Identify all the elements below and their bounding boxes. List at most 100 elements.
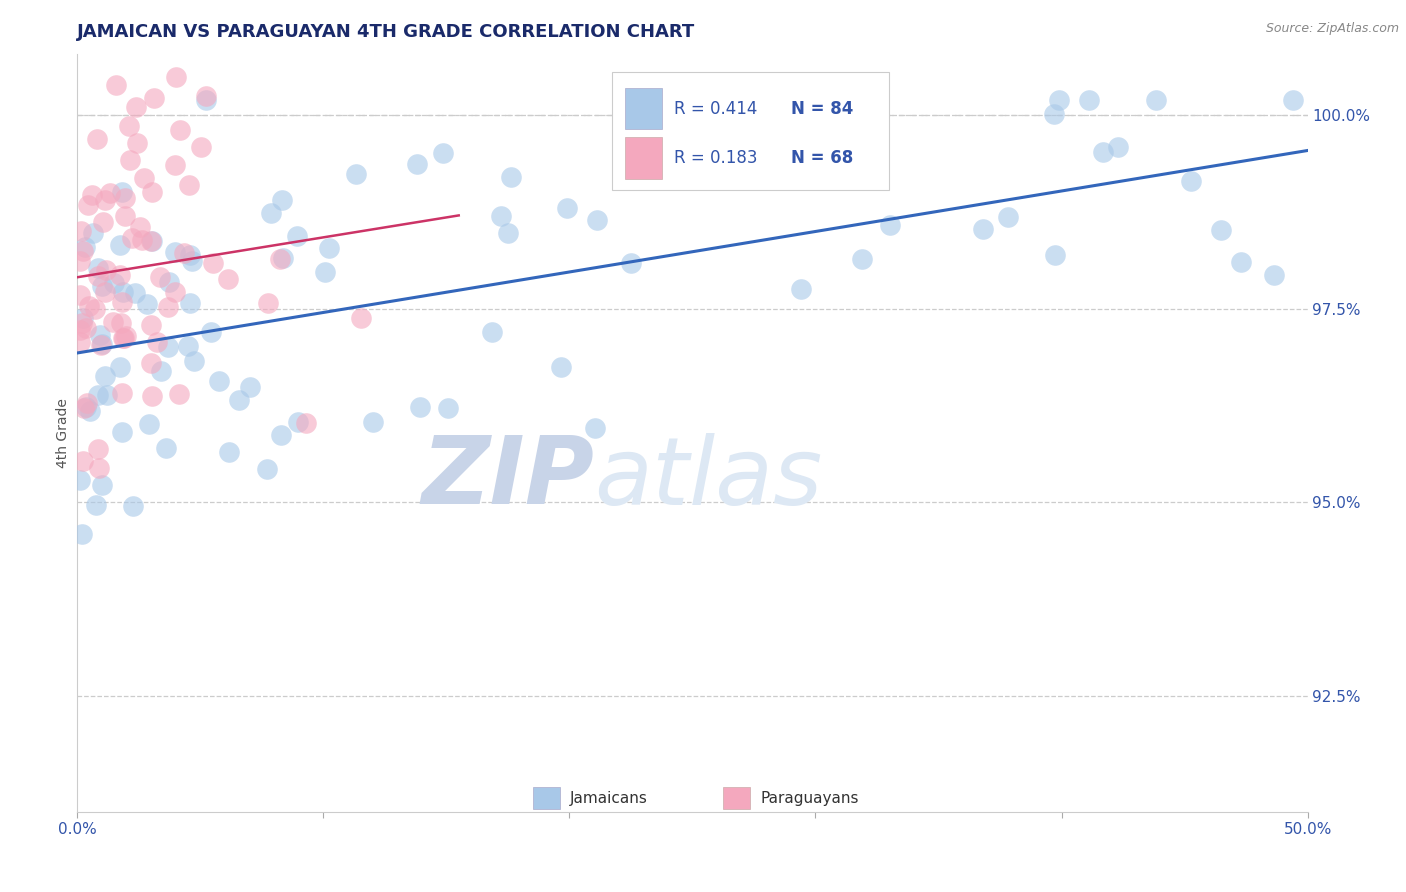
Point bbox=[163, 244, 186, 259]
Point bbox=[1047, 93, 1070, 107]
Point bbox=[406, 156, 429, 170]
Point bbox=[91, 279, 114, 293]
Point bbox=[489, 209, 512, 223]
Point bbox=[257, 296, 280, 310]
Point bbox=[1229, 255, 1251, 269]
Point bbox=[432, 146, 454, 161]
Point bbox=[997, 210, 1019, 224]
Point bbox=[72, 244, 94, 259]
Point bbox=[69, 288, 91, 302]
Point bbox=[163, 159, 186, 173]
Point bbox=[165, 70, 187, 84]
Point bbox=[173, 246, 195, 260]
Point bbox=[70, 526, 93, 541]
Point bbox=[550, 359, 572, 374]
Point bbox=[96, 387, 118, 401]
Point bbox=[111, 185, 134, 199]
Text: ZIP: ZIP bbox=[422, 432, 595, 524]
Point bbox=[146, 334, 169, 349]
Text: JAMAICAN VS PARAGUAYAN 4TH GRADE CORRELATION CHART: JAMAICAN VS PARAGUAYAN 4TH GRADE CORRELA… bbox=[77, 23, 696, 41]
Point bbox=[350, 310, 373, 325]
Point bbox=[295, 416, 318, 430]
Point bbox=[86, 132, 108, 146]
Point bbox=[122, 500, 145, 514]
Point bbox=[87, 388, 110, 402]
Point bbox=[141, 185, 163, 199]
Point bbox=[501, 170, 523, 185]
Bar bbox=[624, 87, 662, 129]
Point bbox=[96, 263, 118, 277]
Point bbox=[285, 229, 308, 244]
Point bbox=[124, 286, 146, 301]
Point bbox=[135, 296, 157, 310]
Point bbox=[155, 441, 177, 455]
Point bbox=[104, 78, 127, 92]
Point bbox=[139, 318, 162, 332]
Point bbox=[1209, 223, 1232, 237]
Point bbox=[156, 340, 179, 354]
Point bbox=[1077, 93, 1099, 107]
Point bbox=[181, 253, 204, 268]
Point bbox=[1107, 140, 1129, 154]
Point bbox=[118, 119, 141, 133]
Point bbox=[87, 269, 110, 284]
Point bbox=[141, 234, 163, 248]
Point bbox=[73, 240, 96, 254]
Text: N = 68: N = 68 bbox=[792, 149, 853, 167]
Point bbox=[1092, 145, 1115, 159]
Text: Source: ZipAtlas.com: Source: ZipAtlas.com bbox=[1265, 22, 1399, 36]
Point bbox=[149, 270, 172, 285]
Point bbox=[110, 316, 132, 330]
Point bbox=[75, 320, 97, 334]
Point bbox=[481, 325, 503, 339]
Point bbox=[555, 201, 578, 215]
Bar bbox=[624, 137, 662, 178]
Point bbox=[115, 329, 138, 343]
Point bbox=[138, 417, 160, 431]
Point bbox=[361, 415, 384, 429]
Point bbox=[200, 326, 222, 340]
Point bbox=[112, 331, 135, 345]
Point bbox=[498, 226, 520, 240]
Point bbox=[76, 198, 98, 212]
Point bbox=[583, 421, 606, 435]
Point bbox=[1180, 174, 1202, 188]
Point bbox=[287, 415, 309, 429]
Point bbox=[344, 167, 367, 181]
Point bbox=[177, 178, 200, 193]
Point bbox=[1043, 107, 1066, 121]
Point bbox=[111, 331, 134, 345]
Point bbox=[143, 91, 166, 105]
Point bbox=[409, 400, 432, 414]
Point bbox=[239, 380, 262, 394]
Point bbox=[156, 300, 179, 314]
Point bbox=[139, 235, 162, 249]
Point bbox=[150, 364, 173, 378]
Point bbox=[125, 100, 148, 114]
Point bbox=[111, 425, 134, 439]
Point bbox=[157, 275, 180, 289]
Point bbox=[75, 400, 97, 414]
Text: R = 0.414: R = 0.414 bbox=[673, 100, 758, 118]
Point bbox=[1144, 93, 1167, 107]
Point bbox=[72, 401, 94, 415]
Point bbox=[82, 188, 104, 202]
Point bbox=[128, 219, 150, 234]
Point bbox=[111, 295, 134, 310]
Point bbox=[121, 231, 143, 245]
FancyBboxPatch shape bbox=[613, 72, 890, 190]
Y-axis label: 4th Grade: 4th Grade bbox=[56, 398, 70, 467]
Point bbox=[169, 122, 191, 136]
Point bbox=[69, 323, 91, 337]
Point bbox=[120, 153, 142, 167]
Point bbox=[93, 285, 115, 299]
Text: Paraguayans: Paraguayans bbox=[761, 790, 859, 805]
Point bbox=[169, 386, 191, 401]
Point bbox=[132, 171, 155, 186]
Point bbox=[208, 374, 231, 388]
Point bbox=[69, 473, 91, 487]
Point bbox=[141, 389, 163, 403]
Point bbox=[195, 93, 218, 107]
Point bbox=[190, 140, 212, 154]
Point bbox=[270, 428, 292, 442]
